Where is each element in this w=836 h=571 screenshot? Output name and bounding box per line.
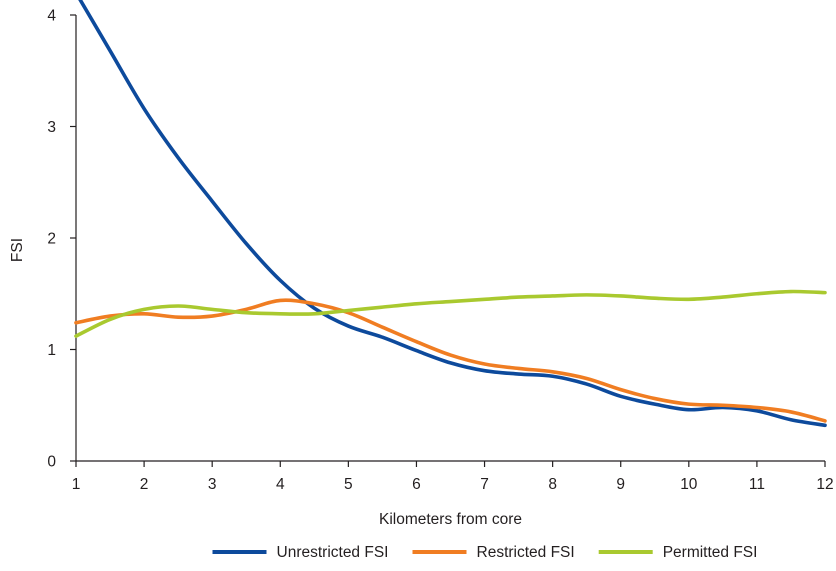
series-line-permitted-fsi [74, 289, 827, 338]
x-tick-label: 5 [344, 476, 353, 493]
y-tick-label: 1 [47, 342, 56, 359]
x-tick-label: 12 [816, 476, 833, 493]
y-tick-label: 2 [47, 231, 56, 248]
y-tick-label: 3 [47, 119, 56, 136]
legend-label-unrestricted-fsi: Unrestricted FSI [277, 544, 389, 561]
x-tick-label: 11 [749, 476, 765, 493]
series-line-unrestricted-fsi [78, 0, 827, 428]
x-tick-label: 6 [412, 476, 421, 493]
legend-item-restricted-fsi: Restricted FSI [412, 544, 575, 561]
legend-item-unrestricted-fsi: Unrestricted FSI [212, 544, 389, 561]
x-tick-label: 1 [72, 476, 81, 493]
series-line-restricted-fsi [74, 298, 827, 423]
legend: Unrestricted FSI Restricted FSI Permitted … [212, 544, 758, 561]
x-tick-label: 9 [616, 476, 625, 493]
x-tick-label: 2 [140, 476, 149, 493]
axes [75, 15, 825, 462]
legend-item-permitted-fsi: Permitted FSI [598, 544, 758, 561]
x-tick-label: 4 [276, 476, 285, 493]
x-tick-label: 8 [548, 476, 557, 493]
x-tick-label: 3 [208, 476, 217, 493]
legend-label-permitted-fsi: Permitted FSI [663, 544, 758, 561]
y-axis-ticks: 0 1 2 3 4 [47, 8, 76, 471]
x-axis-title: Kilometers from core [379, 511, 522, 528]
x-axis-ticks: 1 2 3 4 5 6 7 8 9 10 11 12 [72, 461, 834, 493]
y-axis-title: FSI [9, 238, 26, 262]
legend-label-restricted-fsi: Restricted FSI [477, 544, 575, 561]
x-tick-label: 10 [680, 476, 698, 493]
y-tick-label: 4 [47, 8, 56, 25]
y-tick-label: 0 [47, 454, 56, 471]
series-lines [74, 0, 827, 428]
x-tick-label: 7 [480, 476, 489, 493]
